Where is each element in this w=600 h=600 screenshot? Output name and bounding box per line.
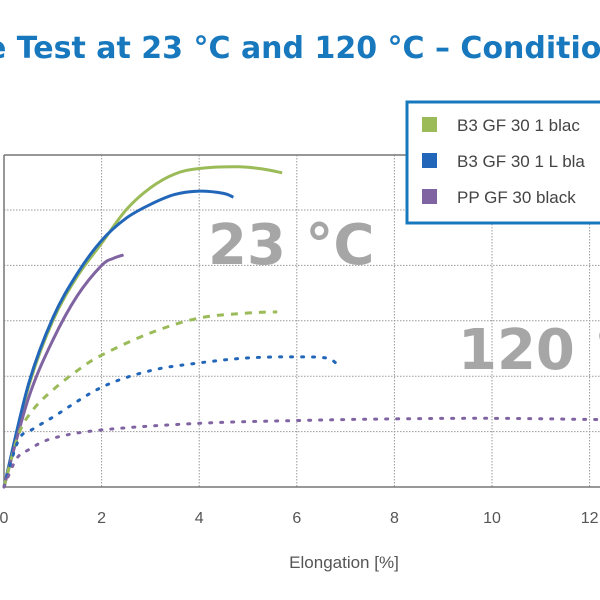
series-line-dotted-4 — [2, 355, 338, 489]
x-tick-label: 4 — [195, 510, 204, 527]
legend-swatch — [422, 153, 437, 168]
series-line-solid-2 — [2, 253, 125, 488]
series-lines — [2, 165, 600, 489]
legend-label: B3 GF 30 1 blac — [457, 116, 580, 135]
series-line-solid-1 — [2, 189, 234, 488]
x-tick-label: 6 — [292, 510, 301, 527]
series-line-dotted-5 — [2, 416, 600, 489]
x-tick-label: 0 — [0, 510, 9, 527]
axes — [3, 154, 600, 488]
chart-title: e Test at 23 °C and 120 °C – Condition — [0, 31, 600, 66]
x-tick-label: 8 — [390, 510, 399, 527]
series-line-dashed-3 — [2, 310, 278, 488]
legend-swatch — [422, 189, 437, 204]
annotation-120c: 120 ° — [458, 318, 600, 383]
x-axis-label: Elongation [%] — [289, 553, 399, 572]
x-tick-label: 2 — [97, 510, 106, 527]
legend: B3 GF 30 1 blac B3 GF 30 1 L bla PP GF 30 … — [405, 100, 600, 225]
legend-label: B3 GF 30 1 L bla — [457, 152, 585, 171]
annotation-23c: 23 °C — [208, 213, 375, 278]
legend-swatch — [422, 117, 437, 132]
x-tick-labels: 0 2 4 6 8 10 12 — [0, 510, 599, 527]
legend-box — [405, 100, 600, 225]
legend-label: PP GF 30 black — [457, 188, 576, 207]
x-tick-label: 12 — [581, 510, 599, 527]
x-tick-label: 10 — [483, 510, 501, 527]
